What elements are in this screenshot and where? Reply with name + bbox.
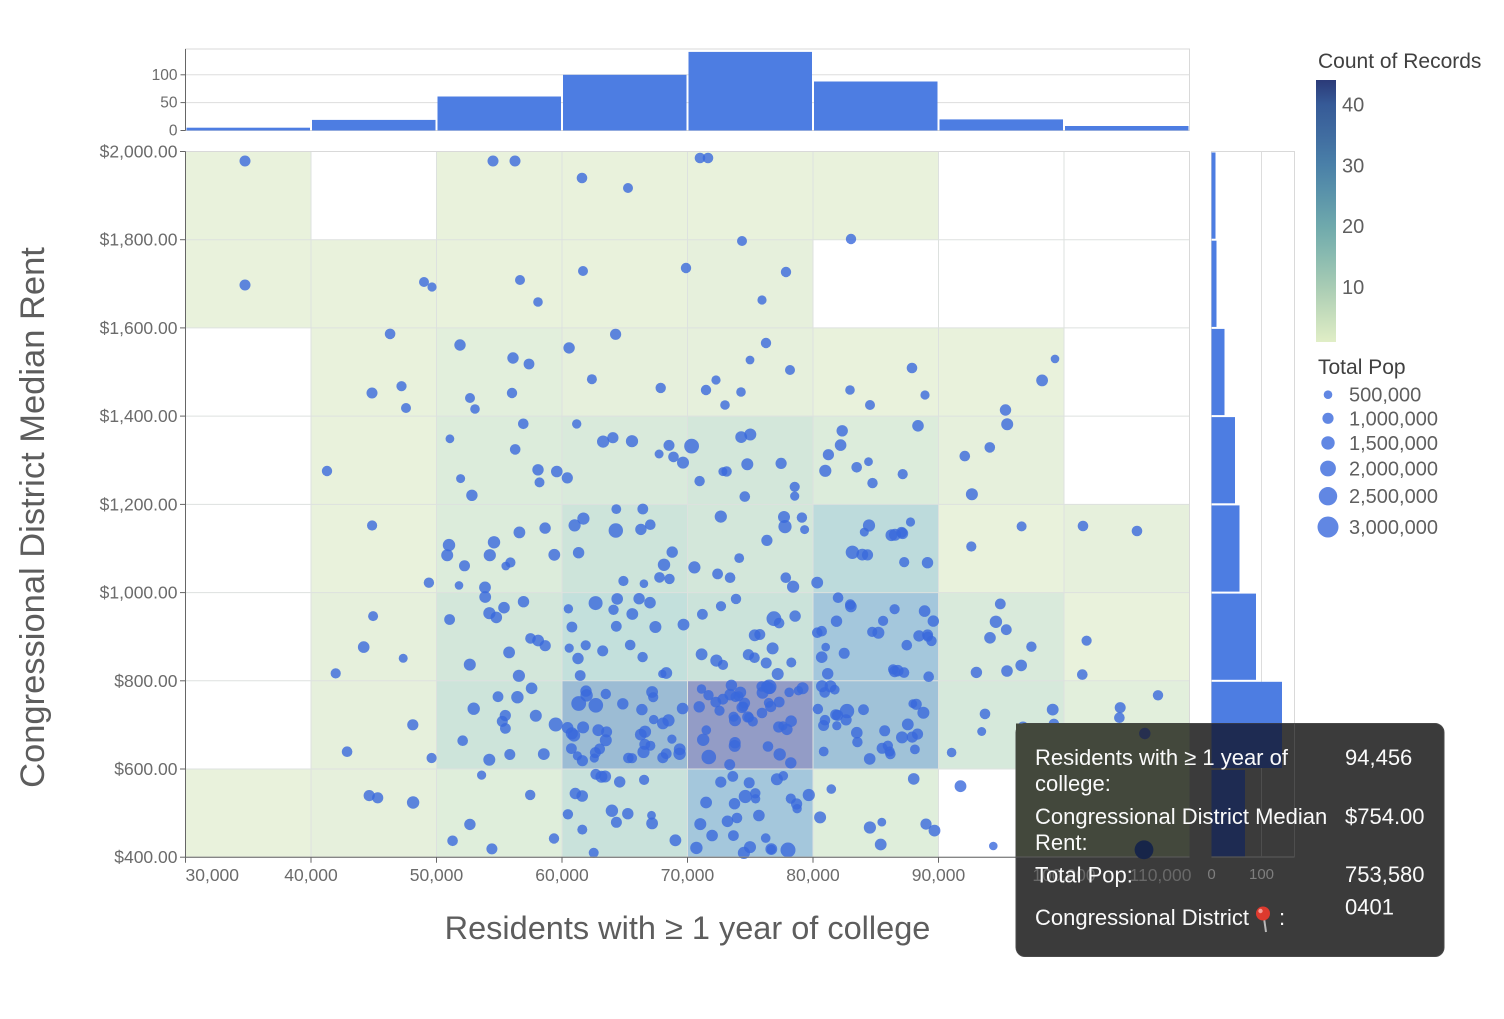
svg-text:80,000: 80,000 [786,865,840,885]
svg-text:$400.00: $400.00 [114,847,178,867]
svg-text:$754.00: $754.00 [1345,804,1425,829]
svg-text:50,000: 50,000 [410,865,464,885]
svg-text:Congressional District Median: Congressional District Median Rent [14,247,52,788]
svg-text:753,580: 753,580 [1345,862,1425,887]
svg-text:$1,200.00: $1,200.00 [100,494,178,514]
svg-text:Residents with ≥ 1 year of col: Residents with ≥ 1 year of college [445,910,931,946]
svg-text:Count of Records: Count of Records [1318,50,1481,73]
svg-text:0: 0 [1207,866,1215,883]
svg-text:70,000: 70,000 [661,865,715,885]
svg-text:110,000: 110,000 [1130,865,1192,885]
svg-text:94,456: 94,456 [1345,745,1412,770]
svg-text:40,000: 40,000 [284,865,338,885]
svg-text:Congressional District: Congressional District [1035,905,1249,930]
svg-text:$600.00: $600.00 [114,759,178,779]
svg-text:90,000: 90,000 [912,865,966,885]
svg-text:Residents with ≥ 1 year of: Residents with ≥ 1 year of [1035,745,1289,770]
svg-text:Rent:: Rent: [1035,830,1088,855]
svg-text:30: 30 [1342,155,1364,177]
svg-text:$800.00: $800.00 [114,671,178,691]
svg-text:$1,400.00: $1,400.00 [100,406,178,426]
svg-text:1,000,000: 1,000,000 [1349,408,1438,430]
svg-text:100: 100 [152,67,178,84]
svg-text:100,000: 100,000 [1032,865,1096,885]
svg-text:20: 20 [1342,216,1364,238]
svg-text:500,000: 500,000 [1349,385,1421,407]
svg-text:1,500,000: 1,500,000 [1349,433,1438,455]
svg-text::: : [1279,905,1285,930]
svg-text:40: 40 [1342,94,1364,116]
svg-text:Total Pop:: Total Pop: [1035,863,1133,888]
svg-text:60,000: 60,000 [535,865,589,885]
svg-text:50: 50 [160,95,178,112]
svg-text:0401: 0401 [1345,895,1394,920]
svg-text:2,000,000: 2,000,000 [1349,459,1438,481]
svg-text:10: 10 [1342,277,1364,299]
svg-text:2,500,000: 2,500,000 [1349,486,1438,508]
svg-text:30,000: 30,000 [186,865,240,885]
svg-text:$1,000.00: $1,000.00 [100,583,178,603]
svg-text:3,000,000: 3,000,000 [1349,517,1438,539]
svg-text:college:: college: [1035,771,1111,796]
svg-text:0: 0 [169,123,178,140]
svg-text:$2,000.00: $2,000.00 [100,142,178,162]
svg-text:$1,600.00: $1,600.00 [100,318,178,338]
svg-text:Congressional District Median: Congressional District Median [1035,804,1327,829]
svg-text:$1,800.00: $1,800.00 [100,230,178,250]
svg-text:Total Pop: Total Pop [1318,356,1406,379]
svg-text:100: 100 [1249,866,1274,883]
